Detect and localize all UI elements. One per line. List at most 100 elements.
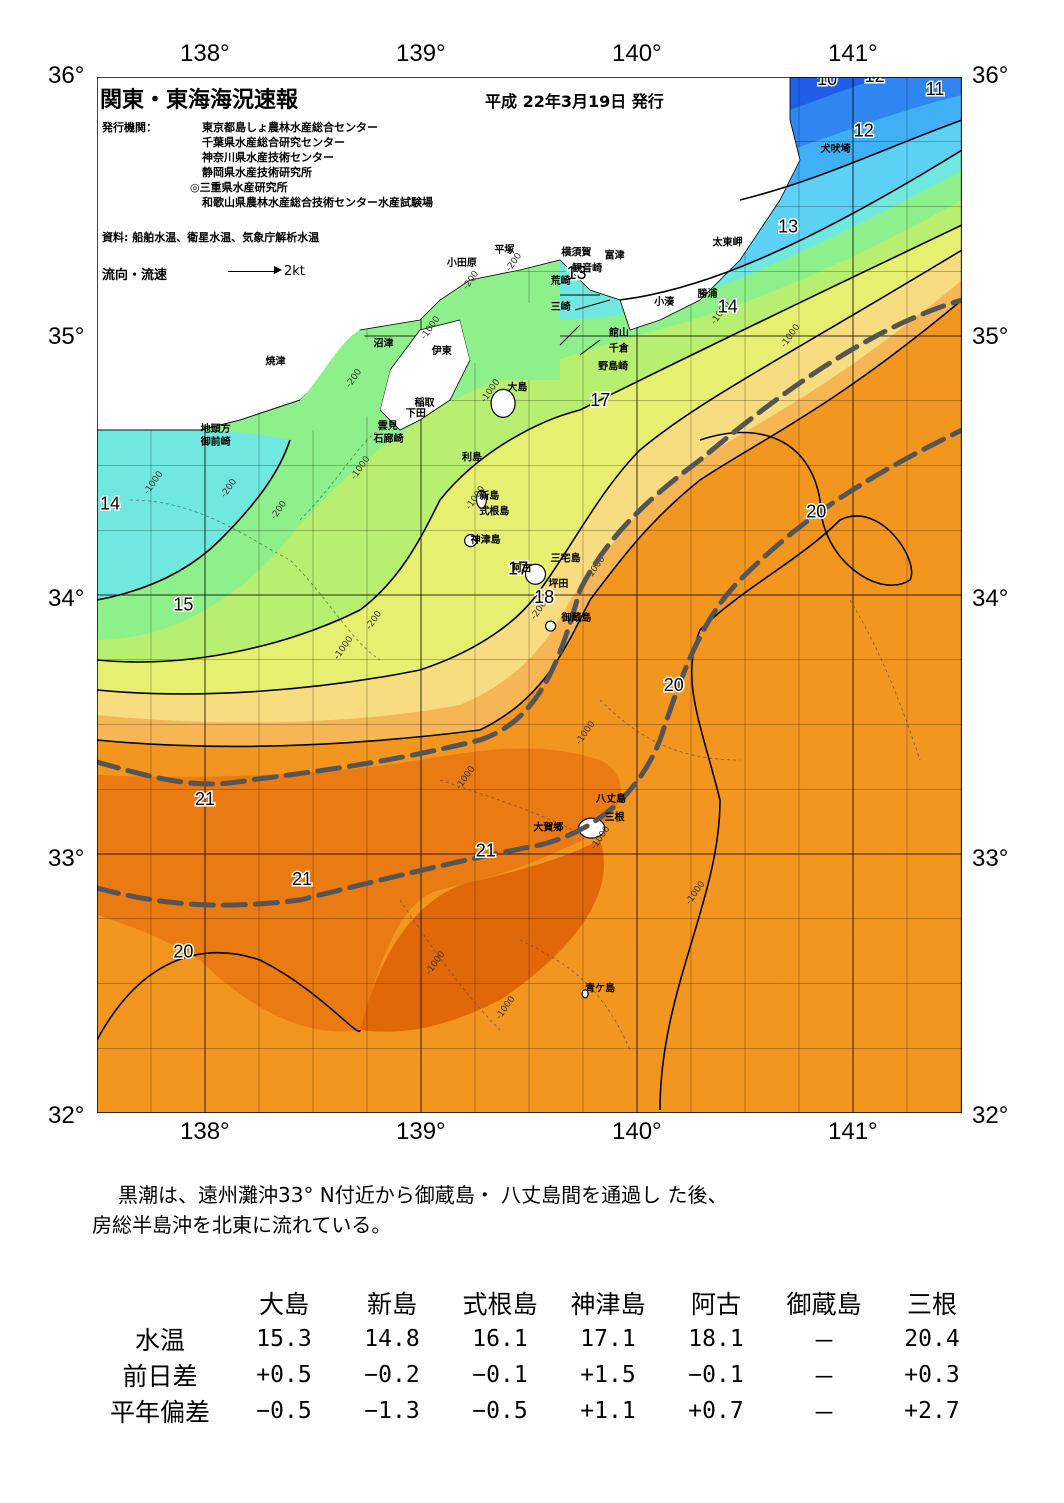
map-title: 関東・東海海況速報: [100, 88, 299, 113]
table-row: 水温 15.3 14.8 16.1 17.1 18.1 － 20.4: [90, 1321, 986, 1357]
isotherm-line: [97, 299, 962, 748]
station-header: 大島: [258, 1290, 309, 1319]
depth-contour: [599, 699, 741, 761]
place-label: 地頭方: [201, 422, 231, 435]
table-cell: +0.7: [688, 1398, 744, 1424]
arrowhead-icon: [274, 266, 282, 274]
isotherm-line: [739, 119, 962, 201]
place-label: 下田: [406, 407, 426, 419]
place-label: 御前崎: [200, 435, 231, 448]
isotherm-label: 21: [195, 789, 215, 809]
isotherm-label: 18: [534, 587, 554, 607]
lat-label: 32°: [972, 1102, 1009, 1129]
place-label: 新島: [479, 489, 499, 502]
place-label: 野島崎: [598, 360, 628, 373]
depth-contour: [439, 779, 591, 841]
lat-label: 34°: [48, 585, 85, 612]
place-label: 御蔵島: [560, 611, 591, 624]
lon-label: 140°: [612, 1118, 662, 1145]
isotherm-label: 21: [292, 869, 312, 889]
kozushima-island: [464, 534, 478, 548]
sst-band-14-west: [97, 430, 290, 600]
aogashima-island: [581, 989, 589, 999]
issuers-label: 発行機関：: [102, 121, 157, 134]
table-cell: 17.1: [580, 1326, 636, 1352]
isotherm-line: [97, 224, 962, 663]
oshima-island: [490, 388, 516, 418]
summary-line: 黒潮は、遠州灘沖33° N付近から御蔵島・ 八丈島間を通過し た後、: [118, 1183, 728, 1207]
table-cell: −0.1: [472, 1362, 528, 1388]
lat-label: 34°: [972, 585, 1009, 612]
issuer: 静岡県水産技術研究所: [202, 166, 312, 179]
place-label: 三根: [605, 810, 625, 823]
isotherm-label: 21: [476, 841, 496, 861]
miyakejima-island: [524, 563, 547, 585]
lat-label: 35°: [48, 323, 85, 350]
lat-label: 36°: [48, 62, 85, 89]
place-label: 平塚: [494, 243, 514, 256]
isotherm-label: 13: [567, 263, 587, 283]
lon-label: 138°: [180, 1118, 230, 1145]
isotherm-line: [97, 439, 291, 601]
issuers-list: 東京都島しょ農林水産総合センター 千葉県水産総合研究センター 神奈川県水産技術セ…: [190, 120, 433, 210]
lat-label: 33°: [48, 845, 85, 872]
row-label: 平年偏差: [109, 1398, 210, 1427]
isotherm-line: [659, 431, 913, 1111]
lon-label: 141°: [828, 40, 878, 67]
depth-contour: [299, 429, 381, 521]
issuer: 千葉県水産総合研究センター: [202, 136, 345, 149]
depth-contour: [129, 499, 381, 661]
table-cell: －: [812, 1365, 836, 1391]
isotherm-label: 17: [508, 558, 528, 578]
sst-band-11: [790, 77, 962, 150]
place-label: 石廊崎: [372, 432, 403, 445]
sea-temperature-map: -200-200-1000-1000-1000 -200-200-1000-100…: [97, 66, 962, 1113]
station-header: 新島: [366, 1290, 417, 1319]
place-label: 八丈島: [595, 792, 626, 805]
issuer: ◎三重県水産研究所: [190, 181, 288, 194]
station-header: 御蔵島: [786, 1290, 862, 1319]
place-label: 坪田: [548, 577, 568, 590]
isotherm-line: [97, 952, 361, 1041]
niijima-island: [475, 489, 488, 509]
place-label: 式根島: [479, 505, 509, 518]
issuer: 和歌山県農林水産総合技術センター水産試験場: [202, 196, 433, 209]
current-arrow: [559, 324, 581, 346]
table-cell: −0.1: [688, 1362, 744, 1388]
flow-legend-label: 流向・流速: [102, 268, 168, 283]
table-cell: +1.1: [580, 1398, 636, 1424]
station-header: 神津島: [570, 1290, 646, 1319]
station-header: 式根島: [462, 1290, 538, 1319]
table-cell: −0.5: [256, 1398, 312, 1424]
isotherm-label: 10: [817, 69, 837, 89]
isotherm-label: 12: [854, 121, 874, 141]
table-cell: 20.4: [904, 1326, 960, 1352]
isotherm-label: 15: [173, 595, 193, 615]
place-label: 荒崎: [550, 274, 571, 287]
place-label: 富津: [605, 248, 625, 261]
table-cell: +1.5: [580, 1362, 636, 1388]
kuroshio-axis: [97, 297, 962, 787]
isotherm-label: 13: [778, 216, 798, 236]
issuer: 東京都島しょ農林水産総合センター: [202, 121, 378, 134]
summary-line: 房総半島沖を北東に流れている。: [92, 1213, 392, 1237]
isotherm-label: 11: [926, 79, 945, 99]
table-cell: 15.3: [256, 1326, 312, 1352]
place-label: 大賀郷: [533, 821, 563, 834]
issue-date: 平成 22年3月19日 発行: [485, 92, 664, 111]
place-label: 小田原: [446, 256, 477, 269]
isotherm-label: 20: [664, 675, 684, 695]
place-label: 稲取: [415, 396, 436, 409]
table-cell: +0.5: [256, 1362, 312, 1388]
sst-band-15-sagami: [460, 280, 560, 380]
kuroshio-summary: 黒潮は、遠州灘沖33° N付近から御蔵島・ 八丈島間を通過し た後、 房総半島沖…: [92, 1180, 727, 1240]
table-cell: 14.8: [364, 1326, 420, 1352]
row-label: 前日差: [122, 1362, 198, 1391]
table-header-row: 大島 新島 式根島 神津島 阿古 御蔵島 三根: [90, 1285, 986, 1321]
table-cell: −0.2: [364, 1362, 420, 1388]
isotherm-label: 12: [865, 66, 885, 86]
table-cell: −0.5: [472, 1398, 528, 1424]
lon-label: 138°: [180, 40, 230, 67]
table-cell: −1.3: [364, 1398, 420, 1424]
sst-band-10: [790, 77, 880, 110]
